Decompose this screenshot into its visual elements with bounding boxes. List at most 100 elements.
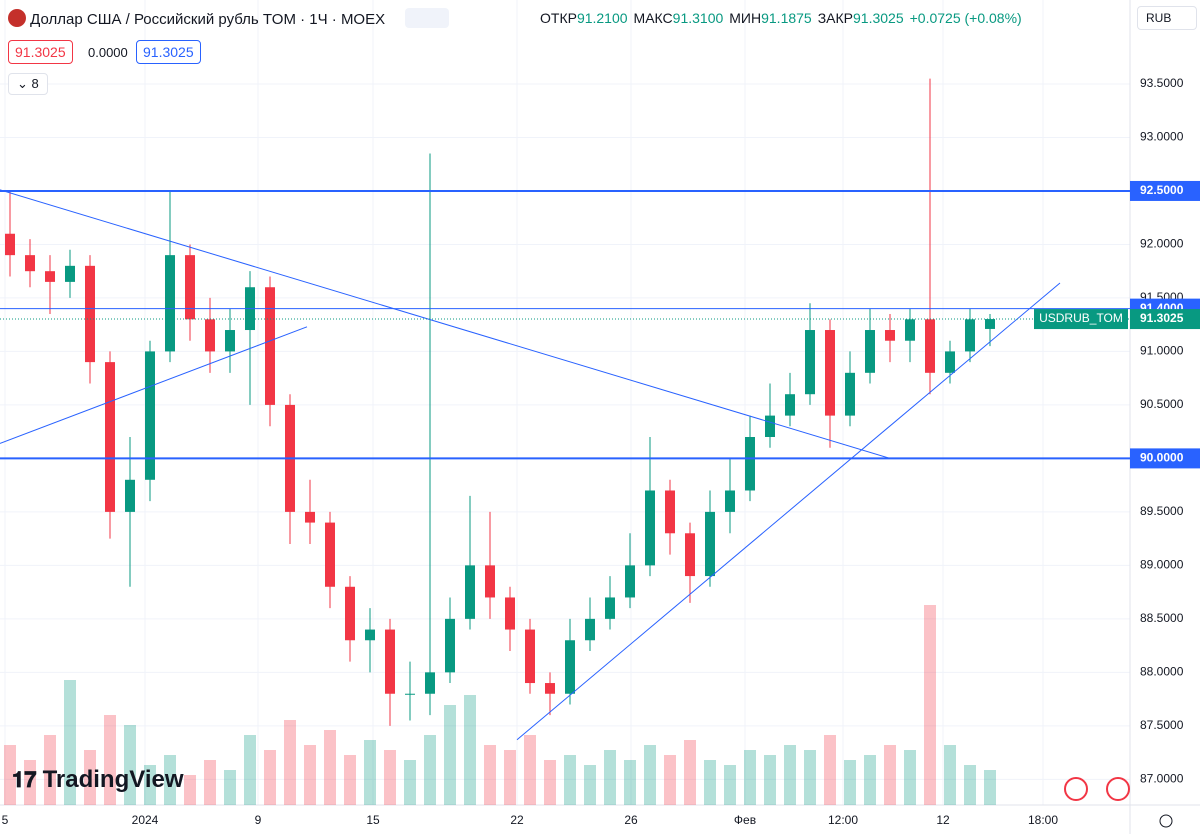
change: +0.0725 (+0.08%) <box>909 10 1022 26</box>
y-tick-label: 91.0000 <box>1140 344 1184 358</box>
candle-body <box>745 437 755 491</box>
buy-price[interactable]: 91.3025 <box>136 40 201 64</box>
candle-body <box>345 586 355 641</box>
volume-bar <box>264 750 276 805</box>
volume-bar <box>144 765 156 805</box>
volume-bar <box>584 765 596 805</box>
volume-bar <box>364 740 376 805</box>
x-tick-label: 5 <box>2 813 9 827</box>
candle-body <box>765 415 775 437</box>
candle-body <box>885 330 895 341</box>
volume-bar <box>884 745 896 805</box>
volume-bar <box>944 745 956 805</box>
volume-bar <box>844 760 856 805</box>
candle-body <box>225 330 235 352</box>
volume-bar <box>864 755 876 805</box>
candle-body <box>325 522 335 587</box>
y-tick-label: 93.0000 <box>1140 130 1184 144</box>
y-tick-label: 90.5000 <box>1140 397 1184 411</box>
stat-label: МАКС <box>633 10 673 26</box>
candle-body <box>545 683 555 694</box>
candle-body <box>665 490 675 534</box>
volume-bar <box>4 745 16 805</box>
level-tag <box>1130 180 1200 201</box>
candle-body <box>825 330 835 416</box>
volume-bar <box>924 605 936 805</box>
candle-body <box>105 362 115 512</box>
symbol-tag-label: USDRUB_TOM <box>1039 311 1123 325</box>
indicators-toggle[interactable]: ⌄ 8 <box>8 73 48 95</box>
y-tick-label: 88.5000 <box>1140 611 1184 625</box>
candle-body <box>865 330 875 373</box>
x-tick-label: 12:00 <box>828 813 858 827</box>
volume-bar <box>224 770 236 805</box>
ohlc-stats: ОТКР91.2100 МАКС91.3100 МИН91.1875 ЗАКР91.3… <box>540 10 1022 27</box>
symbol-title[interactable]: Доллар США / Российский рубль TOM · 1Ч ·… <box>30 11 386 28</box>
candle-body <box>565 640 575 694</box>
candle-body <box>45 271 55 282</box>
trend-line <box>0 326 308 444</box>
y-tick-label: 93.5000 <box>1140 76 1184 90</box>
candle-body <box>25 255 35 272</box>
candle-body <box>465 565 475 619</box>
level-label: 90.0000 <box>1140 451 1184 465</box>
candle-body <box>445 618 455 673</box>
volume-bar <box>84 750 96 805</box>
last-price-label: 91.3025 <box>1140 311 1184 325</box>
volume-bar <box>424 735 436 805</box>
volume-bar <box>604 750 616 805</box>
candle-body <box>405 693 415 695</box>
volume-bar <box>64 680 76 805</box>
last-price-tag <box>1130 309 1200 330</box>
candle-body <box>425 672 435 694</box>
volume-bar <box>124 725 136 805</box>
stat-value: 91.1875 <box>761 10 812 26</box>
symbol-tag <box>1034 309 1128 330</box>
candle-body <box>65 265 75 282</box>
candle-body <box>605 597 615 619</box>
volume-bar <box>344 755 356 805</box>
volume-bar <box>804 750 816 805</box>
event-icon <box>1064 777 1088 801</box>
stat-value: 91.3100 <box>672 10 724 26</box>
volume-bar <box>104 715 116 805</box>
candle-body <box>125 479 135 512</box>
spread: 0.0000 <box>88 45 128 60</box>
x-tick-label: Фев <box>734 813 756 827</box>
volume-bar <box>984 770 996 805</box>
stat-value: 91.3025 <box>853 10 904 26</box>
settings-icon[interactable] <box>1159 814 1173 828</box>
volume-bar <box>524 735 536 805</box>
volume-bar <box>404 760 416 805</box>
volume-bar <box>284 720 296 805</box>
volume-bar <box>564 755 576 805</box>
candle-body <box>985 319 995 329</box>
volume-bar <box>384 750 396 805</box>
volume-bar <box>504 750 516 805</box>
candle-body <box>525 629 535 684</box>
volume-bar <box>684 740 696 805</box>
volume-bar <box>24 760 36 805</box>
volume-bar <box>244 735 256 805</box>
candle-body <box>645 490 655 566</box>
stat-label: ОТКР <box>540 10 577 26</box>
flag-icon <box>8 9 26 27</box>
sell-price[interactable]: 91.3025 <box>8 40 73 64</box>
candle-body <box>5 233 15 256</box>
trend-line <box>0 189 891 459</box>
candle-body <box>385 629 395 694</box>
currency-select[interactable]: RUB <box>1137 6 1197 30</box>
candle-body <box>805 330 815 395</box>
volume-bar <box>744 750 756 805</box>
volume-bar <box>784 745 796 805</box>
stat-label: ЗАКР <box>817 10 854 26</box>
volume-bar <box>904 750 916 805</box>
volume-bar <box>704 760 716 805</box>
stat-value: 91.2100 <box>576 10 628 26</box>
logo: 𝟏𝟕 TradingView <box>12 766 184 793</box>
compare-buttons[interactable] <box>405 8 450 28</box>
candle-body <box>785 394 795 416</box>
volume-bar <box>484 745 496 805</box>
